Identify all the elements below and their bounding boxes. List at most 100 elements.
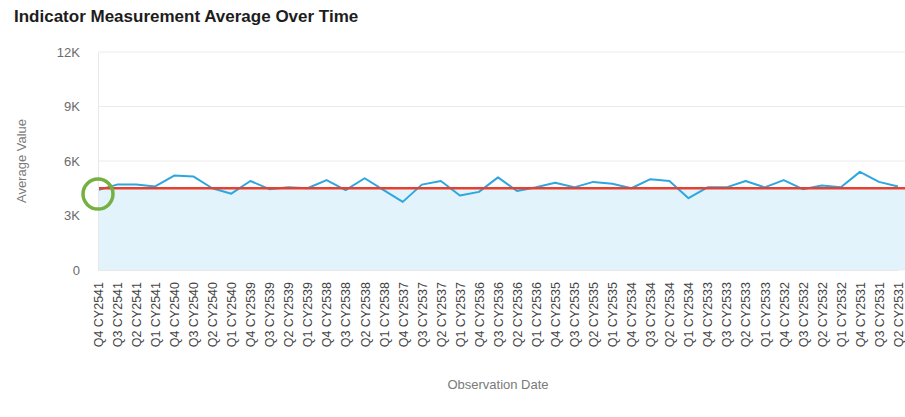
- data-line: [98, 172, 898, 202]
- x-tick-label: Q1 CY2533: [759, 282, 773, 347]
- y-tick-label: 9K: [64, 99, 80, 114]
- grid-line: [98, 52, 905, 53]
- x-tick-label: Q1 CY2535: [606, 282, 620, 347]
- x-tick-label: Q3 CY2536: [492, 282, 506, 347]
- x-tick: Q2 CY2541: [130, 270, 144, 347]
- x-tick-label: Q3 CY2534: [644, 282, 658, 347]
- x-tick-label: Q1 CY2541: [149, 282, 163, 347]
- annotation-circle: [83, 179, 113, 209]
- x-tick: Q3 CY2532: [797, 270, 811, 347]
- x-axis-line: [99, 270, 899, 271]
- x-tick: Q4 CY2541: [92, 270, 106, 347]
- x-tick: Q1 CY2540: [225, 270, 239, 347]
- y-axis-title: Average Value: [14, 119, 29, 203]
- x-tick-label: Q4 CY2533: [701, 282, 715, 347]
- y-tick: 0: [73, 263, 98, 278]
- x-tick-label: Q4 CY2541: [92, 282, 106, 347]
- x-tick-label: Q2 CY2535: [587, 282, 601, 347]
- x-tick: Q3 CY2534: [644, 270, 658, 347]
- x-tick: Q1 CY2537: [454, 270, 468, 347]
- y-tick: 3K: [64, 208, 98, 223]
- x-tick: Q4 CY2539: [244, 270, 258, 347]
- x-tick-label: Q2 CY2541: [130, 282, 144, 347]
- x-tick-label: Q3 CY2538: [339, 282, 353, 347]
- x-tick-label: Q2 CY2540: [206, 282, 220, 347]
- x-tick: Q2 CY2531: [892, 270, 905, 347]
- y-tick: 6K: [64, 154, 98, 169]
- x-tick: Q1 CY2535: [606, 270, 620, 347]
- chart: Indicator Measurement Average Over Time0…: [0, 0, 905, 417]
- x-tick: Q1 CY2533: [759, 270, 773, 347]
- x-tick: Q3 CY2535: [568, 270, 582, 347]
- x-tick: Q2 CY2539: [282, 270, 296, 347]
- x-tick: Q3 CY2539: [263, 270, 277, 347]
- x-tick-label: Q4 CY2540: [168, 282, 182, 347]
- x-tick-label: Q2 CY2531: [892, 282, 905, 347]
- y-tick-label: 12K: [57, 45, 80, 60]
- y-tick: 12K: [57, 45, 98, 60]
- x-tick-label: Q1 CY2540: [225, 282, 239, 347]
- x-tick-label: Q3 CY2537: [416, 282, 430, 347]
- y-tick-label: 6K: [64, 154, 80, 169]
- x-tick: Q3 CY2533: [720, 270, 734, 347]
- x-tick-label: Q1 CY2537: [454, 282, 468, 347]
- x-tick: Q3 CY2538: [339, 270, 353, 347]
- x-tick: Q2 CY2532: [816, 270, 830, 347]
- x-tick-label: Q3 CY2541: [111, 282, 125, 347]
- x-tick-label: Q4 CY2539: [244, 282, 258, 347]
- x-tick-label: Q4 CY2536: [473, 282, 487, 347]
- x-tick-label: Q4 CY2534: [625, 282, 639, 347]
- y-tick-label: 3K: [64, 208, 80, 223]
- grid-line: [98, 106, 905, 107]
- x-axis: Q4 CY2541 Q3 CY2541 Q2 CY2541 Q1 CY2541 Q4 C…: [92, 270, 905, 347]
- x-tick-label: Q3 CY2531: [873, 282, 887, 347]
- x-tick-label: Q2 CY2536: [511, 282, 525, 347]
- y-axis: 0 3K 6K 9K 12K: [57, 45, 99, 278]
- x-tick: Q4 CY2531: [854, 270, 868, 347]
- y-tick: 9K: [64, 99, 98, 114]
- x-tick-label: Q1 CY2534: [682, 282, 696, 347]
- x-tick: Q1 CY2534: [682, 270, 696, 347]
- x-tick: Q2 CY2535: [587, 270, 601, 347]
- reference-line: [98, 187, 905, 190]
- x-tick-label: Q3 CY2535: [568, 282, 582, 347]
- x-tick-label: Q3 CY2540: [187, 282, 201, 347]
- y-axis-line: [98, 53, 99, 271]
- reference-band: [98, 188, 905, 270]
- x-tick-label: Q4 CY2537: [397, 282, 411, 347]
- grid-line: [98, 161, 905, 162]
- x-tick-label: Q2 CY2533: [739, 282, 753, 347]
- x-tick: Q4 CY2536: [473, 270, 487, 347]
- x-tick: Q2 CY2534: [663, 270, 677, 347]
- x-tick-label: Q2 CY2538: [359, 282, 373, 347]
- x-tick: Q4 CY2532: [778, 270, 792, 347]
- x-tick-label: Q4 CY2532: [778, 282, 792, 347]
- x-tick-label: Q4 CY2538: [320, 282, 334, 347]
- grid: [98, 52, 905, 270]
- x-tick: Q2 CY2536: [511, 270, 525, 347]
- x-tick-label: Q2 CY2539: [282, 282, 296, 347]
- x-tick: Q2 CY2540: [206, 270, 220, 347]
- x-tick: Q2 CY2533: [739, 270, 753, 347]
- x-tick-label: Q4 CY2531: [854, 282, 868, 347]
- plot-area: [98, 172, 905, 270]
- x-tick: Q4 CY2540: [168, 270, 182, 347]
- x-tick: Q4 CY2533: [701, 270, 715, 347]
- x-tick: Q4 CY2537: [397, 270, 411, 347]
- x-tick: Q4 CY2534: [625, 270, 639, 347]
- x-tick: Q1 CY2538: [378, 270, 392, 347]
- x-tick: Q3 CY2540: [187, 270, 201, 347]
- x-tick-label: Q3 CY2539: [263, 282, 277, 347]
- x-tick-label: Q3 CY2533: [720, 282, 734, 347]
- x-axis-title: Observation Date: [447, 377, 548, 392]
- x-tick-label: Q1 CY2532: [835, 282, 849, 347]
- x-tick-label: Q1 CY2536: [530, 282, 544, 347]
- x-tick: Q1 CY2536: [530, 270, 544, 347]
- x-tick: Q1 CY2539: [301, 270, 315, 347]
- x-tick: Q4 CY2538: [320, 270, 334, 347]
- x-tick: Q3 CY2531: [873, 270, 887, 347]
- y-tick-label: 0: [73, 263, 80, 278]
- x-tick-label: Q2 CY2537: [435, 282, 449, 347]
- x-tick-label: Q3 CY2532: [797, 282, 811, 347]
- x-tick: Q3 CY2541: [111, 270, 125, 347]
